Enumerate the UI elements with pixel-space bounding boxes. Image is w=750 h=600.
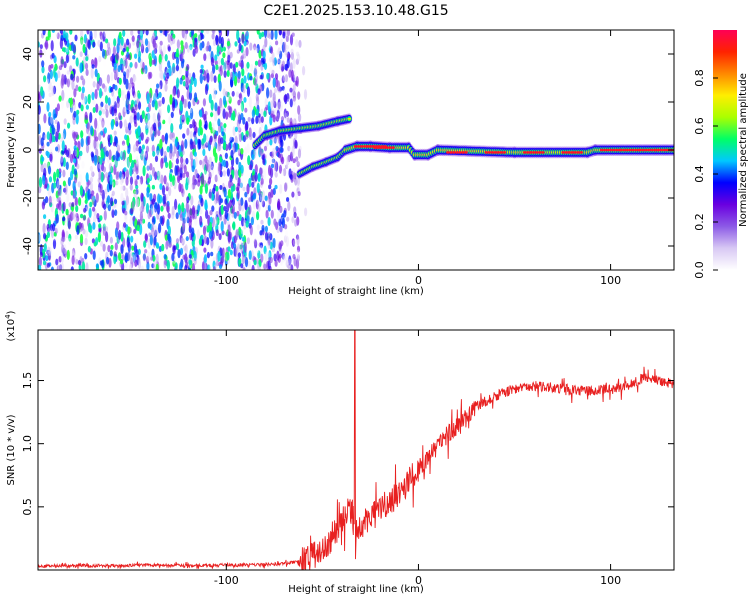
spectrogram-panel: -100 0 100 -40 -20 0 20 40 Height of straight … <box>6 29 675 297</box>
colorbar-tick-label: 0.4 <box>693 165 706 183</box>
colorbar-tick-label: 0.2 <box>693 213 706 231</box>
chart-title: C2E1.2025.153.10.48.G15 <box>263 3 448 19</box>
snr-series-line <box>38 330 674 570</box>
y-tick-label: 1.5 <box>21 372 34 390</box>
y-tick-label: -20 <box>21 189 34 207</box>
colorbar-gradient <box>713 30 737 270</box>
spectrogram-x-ticks: -100 0 100 <box>214 30 621 287</box>
snr-frame <box>37 329 675 571</box>
x-tick-label: 100 <box>600 274 621 287</box>
spectrogram-y-label: Frequency (Hz) <box>6 112 17 188</box>
snr-y-label: SNR (10 * v/v) <box>6 414 17 485</box>
y-tick-label: 1.0 <box>21 435 34 453</box>
y-tick-label: 20 <box>21 95 34 109</box>
colorbar-label: Normalized spectral amplitude <box>738 73 749 227</box>
y-tick-label: 40 <box>21 47 34 61</box>
spectrogram-image <box>38 30 674 270</box>
y-tick-label: 0 <box>21 147 34 154</box>
x-tick-label: -100 <box>214 274 239 287</box>
snr-x-label: Height of straight line (km) <box>288 584 424 595</box>
colorbar-tick-label: 0.6 <box>693 117 706 135</box>
y-tick-label: 0.5 <box>21 498 34 516</box>
colorbar-tick-label: 0.8 <box>693 69 706 87</box>
x-tick-label: 100 <box>600 574 621 587</box>
y-tick-label: -40 <box>21 237 34 255</box>
colorbar-tick-label: 0.0 <box>693 261 706 279</box>
snr-x-ticks: -100 0 100 <box>214 330 621 587</box>
snr-y-ticks: 0.5 1.0 1.5 <box>21 372 674 516</box>
spectrogram-y-ticks: -40 -20 0 20 40 <box>21 47 674 255</box>
snr-y-multiplier: (x104) <box>4 310 17 341</box>
colorbar-ticks: 0.0 0.2 0.4 0.6 0.8 <box>693 69 718 279</box>
spectrogram-x-label: Height of straight line (km) <box>288 286 424 297</box>
x-tick-label: 0 <box>415 574 422 587</box>
x-tick-label: 0 <box>415 274 422 287</box>
colorbar: 0.0 0.2 0.4 0.6 0.8 Normalized spectral ampl… <box>693 30 749 279</box>
snr-panel: -100 0 100 0.5 1.0 1.5 Height of straight li… <box>4 310 675 595</box>
x-tick-label: -100 <box>214 574 239 587</box>
